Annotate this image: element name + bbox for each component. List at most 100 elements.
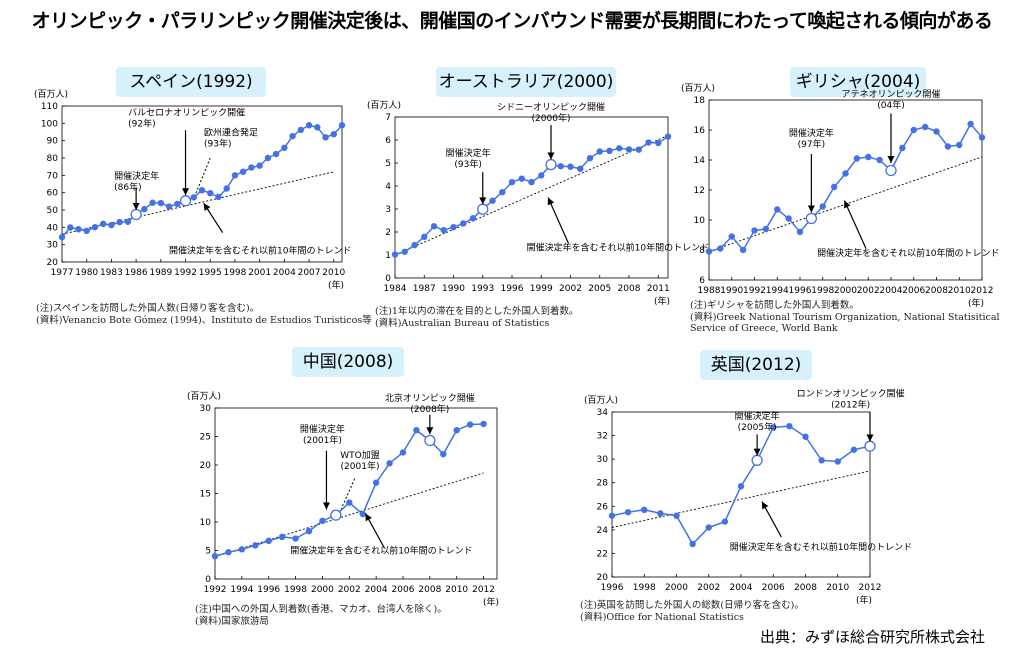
chart-greece-plot: 6 8 10 12 14 16 18 1988 1990 1992 1994 1996 1998 2000…	[681, 83, 1000, 309]
highlight-point	[545, 158, 557, 171]
data-point	[359, 510, 366, 518]
plot-frame	[61, 105, 343, 263]
data-point	[586, 154, 594, 162]
y-tick-label: 4	[385, 182, 391, 192]
y-tick-label: 0	[385, 274, 391, 284]
y-tick-label: 5	[385, 159, 391, 169]
trend-line	[611, 470, 871, 528]
y-tick-label: 34	[597, 408, 609, 418]
x-tick-label: 1996	[501, 284, 524, 294]
annotation-decision-arrow-head	[479, 197, 487, 205]
panel-title-spain: スペイン(1992)	[116, 67, 266, 97]
y-axis-unit: (百万人)	[584, 395, 618, 406]
x-tick-label: 1988	[698, 286, 721, 296]
x-tick-label: 1998	[284, 585, 307, 595]
annotation-trend-arrow	[843, 200, 867, 249]
data-point	[149, 199, 156, 206]
panel-title-china: 中国(2008)	[292, 347, 404, 377]
data-point	[264, 154, 272, 162]
data-point	[372, 479, 380, 486]
y-tick-label: 15	[200, 490, 211, 500]
y-tick-label: 70	[47, 171, 59, 181]
data-point	[664, 133, 672, 140]
data-point	[256, 162, 263, 169]
data-point	[248, 164, 255, 171]
annotation-trend-arrow	[547, 197, 570, 244]
x-tick-label: 2002	[559, 284, 582, 294]
annotation-decision-arrow-head	[322, 502, 330, 510]
y-tick-label: 3	[385, 205, 391, 215]
data-point	[717, 245, 724, 252]
data-point	[450, 223, 457, 231]
highlight-point	[864, 440, 876, 452]
annotation-decision-label: 開催決定年(2001年)	[300, 423, 345, 446]
data-point	[705, 248, 713, 255]
x-tick-label: 1992	[204, 585, 227, 595]
data-point	[469, 215, 477, 222]
x-tick-label: 1995	[199, 268, 222, 278]
x-tick-label: 2006	[902, 286, 925, 296]
y-tick-label: 6	[699, 276, 705, 286]
data-point	[616, 145, 623, 152]
x-tick-label: 2008	[618, 284, 641, 294]
data-point	[322, 134, 329, 141]
x-tick-label: 2008	[418, 585, 441, 595]
y-tick-label: 5	[205, 547, 211, 557]
x-tick-label: 1992	[174, 268, 197, 278]
highlight-point	[805, 212, 818, 225]
y-tick-label: 30	[47, 241, 59, 251]
data-point	[567, 163, 574, 170]
data-point	[721, 518, 729, 525]
note-greece: (注)ギリシャを訪問した外国人到着数。	[690, 300, 859, 311]
data-point	[440, 226, 447, 234]
data-point	[956, 141, 963, 149]
data-point	[413, 427, 420, 434]
annotation-games-arrow-head	[182, 188, 190, 196]
data-point	[58, 234, 66, 241]
y-tick-label: 32	[597, 432, 608, 442]
y-tick-label: 8	[699, 246, 705, 256]
data-point	[785, 215, 792, 222]
data-point	[739, 246, 747, 254]
x-tick-label: 1989	[149, 268, 172, 278]
data-point	[278, 533, 286, 541]
data-point	[421, 233, 428, 241]
data-point	[802, 433, 809, 440]
y-tick-label: 14	[694, 156, 706, 166]
x-tick-label: 1998	[633, 583, 656, 593]
trend-line	[61, 171, 334, 235]
annotation-decision-label: 開催決定年(2005年)	[735, 410, 780, 433]
data-point	[770, 424, 777, 431]
annotation-games-arrow-head	[547, 152, 555, 160]
x-tick-label: 2004	[273, 268, 296, 278]
x-axis-unit: (年)	[856, 594, 872, 606]
chart-uk-plot: 20 22 24 26 28 30 32 34 1996 1998 2000 2002 2004 2006…	[584, 388, 912, 606]
y-tick-label: 26	[597, 502, 609, 512]
data-point	[655, 139, 662, 147]
y-tick-label: 12	[694, 186, 705, 196]
data-point	[225, 549, 232, 556]
data-point	[673, 512, 680, 519]
data-point	[346, 499, 353, 506]
data-point	[165, 203, 173, 210]
x-tick-label: 1977	[51, 268, 74, 278]
data-point	[215, 193, 222, 201]
annotation-decision-label: 開催決定年(93年)	[446, 147, 491, 170]
annotation-wto-label: WTO加盟(2001年)	[340, 450, 379, 472]
data-point	[338, 122, 346, 129]
annotation-trend-arrow-head	[844, 200, 851, 209]
x-tick-label: 2000	[665, 583, 688, 593]
plot-frame	[394, 116, 669, 279]
data-point	[899, 144, 906, 152]
y-tick-label: 24	[597, 526, 609, 536]
data-point	[75, 226, 82, 233]
data-point	[508, 178, 516, 186]
data-point	[762, 225, 770, 233]
annotation-decision-label: 開催決定年(86年)	[114, 170, 159, 193]
data-point	[944, 143, 952, 150]
x-axis-unit: (年)	[483, 596, 499, 608]
annotation-eu-leader	[194, 157, 211, 195]
data-point	[728, 233, 735, 240]
annotation-decision-label: 開催決定年(97年)	[789, 127, 834, 150]
